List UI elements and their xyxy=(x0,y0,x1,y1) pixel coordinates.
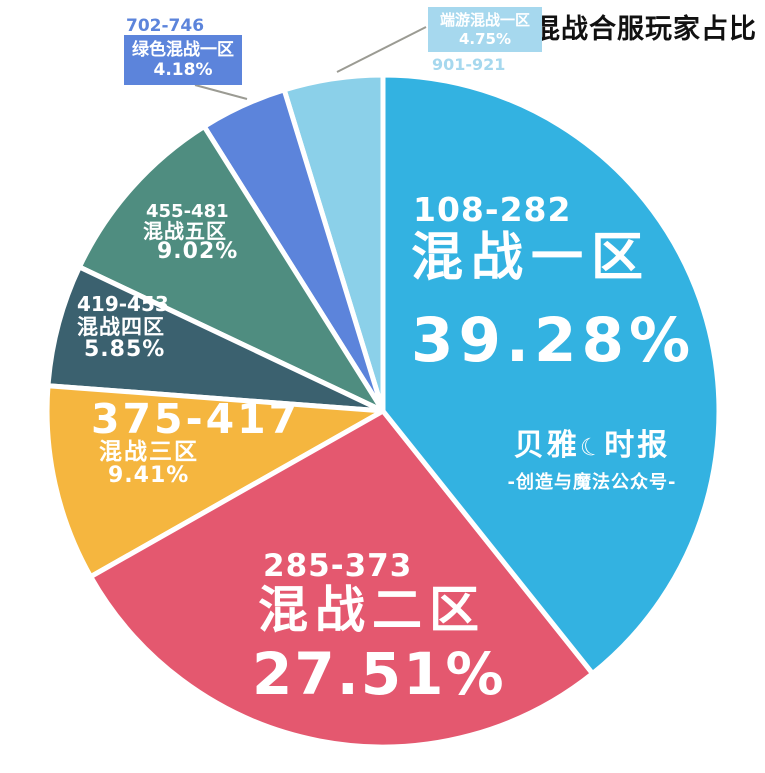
callout-connector-green xyxy=(194,84,248,100)
watermark-subtitle: -创造与魔法公众号- xyxy=(507,472,677,493)
slice4-name: 混战四区 xyxy=(77,315,165,339)
watermark-brand-left: 贝雅 xyxy=(513,428,580,463)
slice4-server-range: 419-453 xyxy=(77,292,169,316)
slice1-name: 混战一区 xyxy=(411,228,652,288)
watermark: 贝雅☾时报 -创造与魔法公众号- xyxy=(466,429,718,494)
callout-pc-label-box: 端游混战一区 4.75% xyxy=(428,7,542,52)
pie-slice-2 xyxy=(88,408,596,750)
callout-green-label-box: 绿色混战一区 4.18% xyxy=(124,35,242,85)
watermark-brand-right: 时报 xyxy=(604,428,671,463)
callout-connector-pc xyxy=(336,26,427,73)
callout-green-server-range: 702-746 xyxy=(126,16,205,36)
slice3-name: 混战三区 xyxy=(99,439,199,465)
slice4-percent: 5.85% xyxy=(84,337,166,362)
pie-slice-3 xyxy=(44,383,386,580)
cat-moon-icon: ☾ xyxy=(576,430,608,464)
chart-title: 混战合服玩家占比 xyxy=(533,14,757,45)
pie-slice-5 xyxy=(76,124,386,414)
slice1-server-range: 108-282 xyxy=(413,190,572,229)
slice2-name: 混战二区 xyxy=(258,581,486,639)
slice5-percent: 9.02% xyxy=(157,239,239,264)
slice5-server-range: 455-481 xyxy=(146,201,229,222)
callout-pc-server-range: 901-921 xyxy=(432,55,506,74)
slice2-server-range: 285-373 xyxy=(263,548,413,584)
pie-slice-1 xyxy=(380,72,722,677)
slice2-percent: 27.51% xyxy=(252,640,506,708)
callout-green-percent: 4.18% xyxy=(153,60,213,80)
callout-pc-percent: 4.75% xyxy=(458,29,512,48)
watermark-brand: 贝雅☾时报 xyxy=(466,428,718,464)
callout-pc-name: 端游混战一区 xyxy=(439,10,530,29)
callout-green-name: 绿色混战一区 xyxy=(132,39,234,60)
slice1-percent: 39.28% xyxy=(411,305,696,376)
slice3-percent: 9.41% xyxy=(108,463,190,488)
slice5-name: 混战五区 xyxy=(143,219,227,243)
slice3-server-range: 375-417 xyxy=(91,395,301,443)
